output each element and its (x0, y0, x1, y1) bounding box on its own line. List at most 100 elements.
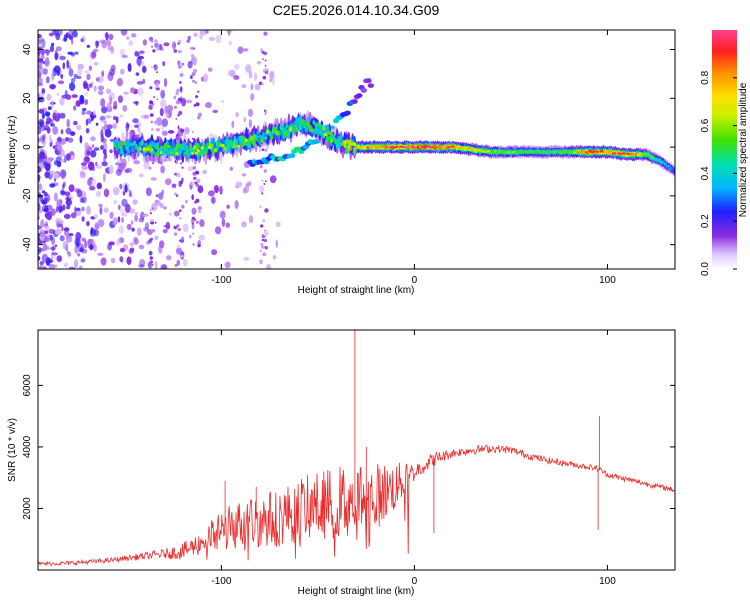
colorbar-tick-label: 0.2 (700, 214, 711, 228)
ridge-mark (279, 125, 283, 129)
noise-blob (137, 55, 145, 60)
noise-blob (95, 77, 100, 82)
noise-blob (215, 34, 222, 44)
streak-dot (263, 183, 266, 185)
noise-blob (38, 48, 41, 57)
ridge-mark (196, 142, 200, 149)
noise-blob (118, 225, 125, 234)
noise-blob (52, 112, 57, 120)
ridge-mark (150, 148, 154, 152)
noise-blob (38, 70, 42, 77)
noise-blob (79, 197, 85, 203)
noise-blob (109, 211, 114, 219)
noise-blob (110, 64, 116, 72)
noise-blob (63, 191, 71, 196)
ridge-mark (308, 124, 312, 129)
secondary-ridge-mark (351, 99, 358, 104)
snr-y-ticks: 2000 4000 6000 (22, 374, 675, 520)
streak-dot (175, 194, 179, 197)
noise-blob (69, 82, 76, 91)
streak-dot (192, 79, 195, 83)
noise-blob (102, 142, 108, 152)
noise-blob (163, 224, 171, 228)
noise-blob (65, 137, 69, 142)
noise-blob (88, 65, 93, 71)
noise-blob (116, 238, 121, 246)
noise-blob (101, 40, 107, 49)
streak-dot (180, 162, 182, 165)
ridge-mark (349, 146, 353, 151)
ridge-mark (167, 144, 171, 149)
noise-blob (39, 122, 43, 127)
noise-blob (126, 167, 133, 173)
noise-blob (109, 149, 113, 154)
noise-blob (214, 185, 219, 194)
noise-blob (78, 265, 83, 269)
streak-dot (180, 96, 183, 99)
noise-blob (269, 70, 275, 80)
noise-blob (115, 116, 119, 124)
noise-blob (80, 38, 84, 43)
ridge-mark (202, 151, 206, 156)
noise-blob (133, 236, 138, 244)
noise-blob (76, 75, 82, 80)
streak-dot (151, 229, 156, 233)
streak-dot (155, 199, 159, 203)
streak-dot (178, 65, 182, 69)
noise-blob (74, 245, 79, 254)
noise-blob (79, 135, 83, 144)
streak-dot (155, 82, 160, 86)
streak-dot (180, 128, 185, 133)
ridge-mark (140, 141, 144, 145)
noise-blob (130, 220, 134, 225)
streak-dot (192, 232, 195, 235)
noise-blob (158, 44, 163, 51)
noise-blob (134, 211, 138, 216)
streak-dot (195, 220, 199, 224)
ridge-mark (322, 126, 326, 131)
noise-blob (100, 134, 105, 143)
noise-blob (84, 70, 90, 74)
noise-blob (38, 137, 43, 142)
streak-dot (261, 83, 264, 86)
secondary-ridge-mark (365, 78, 372, 84)
noise-blob (105, 32, 109, 41)
noise-blob (118, 204, 121, 210)
streak-dot (178, 209, 182, 212)
noise-blob (70, 212, 77, 219)
noise-blob (70, 36, 74, 45)
ridge-mark (648, 155, 652, 158)
ridge-mark (233, 144, 237, 149)
noise-blob (61, 226, 64, 231)
ridge-mark (165, 147, 169, 151)
noise-blob (120, 68, 125, 75)
spectrogram-x-ticks: -100 0 100 (211, 30, 616, 286)
noise-blob (181, 204, 185, 209)
noise-blob (174, 210, 180, 217)
noise-blob (84, 99, 89, 105)
noise-blob (208, 190, 215, 197)
streak-dot (194, 81, 198, 84)
noise-blob (148, 250, 153, 256)
streak-dot (259, 259, 263, 264)
streak-dot (197, 112, 202, 118)
noise-blob (243, 116, 247, 123)
y-tick-label: 40 (22, 44, 33, 56)
noise-blob (144, 114, 150, 119)
streak-dot (192, 216, 195, 220)
noise-blob (63, 34, 68, 42)
noise-blob (119, 114, 124, 118)
noise-blob (93, 62, 99, 66)
noise-blob (126, 36, 130, 40)
noise-blob (86, 73, 91, 81)
streak-dot (149, 260, 154, 264)
noise-blob (138, 217, 145, 223)
ridge-mark (252, 134, 256, 139)
noise-blob (160, 99, 167, 108)
noise-blob (241, 84, 247, 89)
noise-blob (49, 142, 53, 148)
noise-blob (110, 257, 116, 264)
noise-blob (176, 259, 181, 266)
noise-blob (220, 99, 225, 104)
noise-blob (88, 161, 95, 171)
